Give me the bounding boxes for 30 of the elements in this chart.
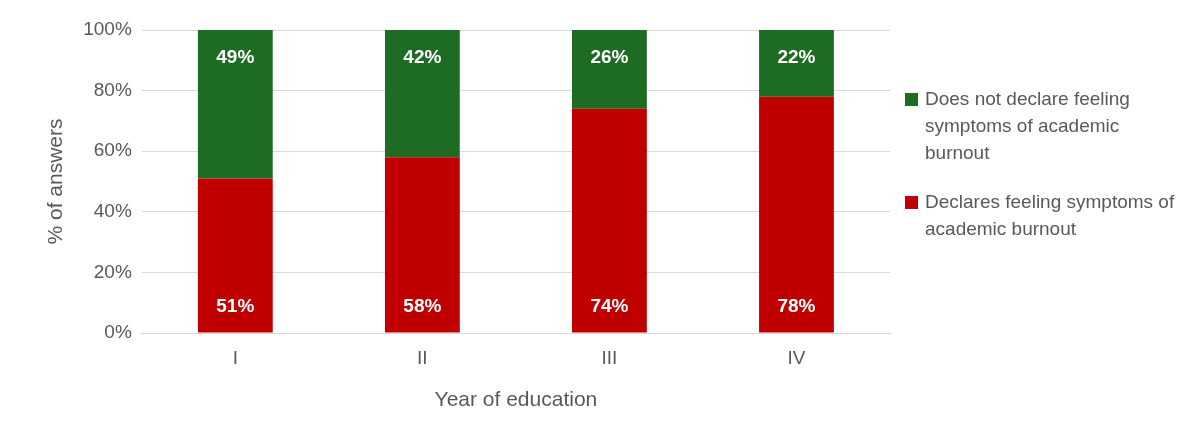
bar: [572, 108, 647, 333]
y-tick-label: 20%: [93, 260, 132, 282]
x-axis-title: Year of education: [434, 387, 598, 411]
text: 74%: [590, 294, 629, 316]
text: 49%: [216, 46, 255, 68]
text: 42%: [403, 46, 442, 68]
bar: [759, 96, 834, 333]
bar: [384, 30, 460, 158]
y-tick-label: 100%: [83, 18, 132, 40]
text: 58%: [403, 294, 442, 316]
bar: [197, 178, 273, 333]
x-tick-label: II: [417, 346, 428, 368]
bar: [572, 30, 647, 109]
y-tick-label: 0%: [104, 321, 132, 343]
y-axis-title: % of answers: [43, 118, 67, 245]
x-tick-label: I: [232, 346, 238, 368]
y-tick-label: 80%: [93, 78, 132, 100]
x-tick-label: III: [601, 346, 618, 368]
bar: [384, 157, 460, 333]
text: 22%: [777, 46, 816, 68]
y-tick-label: 40%: [93, 200, 132, 222]
text: 26%: [590, 46, 629, 68]
y-tick-label: 60%: [93, 139, 132, 161]
x-tick-label: IV: [787, 346, 806, 368]
bar: [197, 30, 273, 179]
legend-label: Does not declare feeling symptoms of academic burnout: [925, 87, 1131, 165]
legend-label: Declares feeling symptoms of academic burnout: [925, 190, 1175, 241]
bar: [759, 30, 834, 97]
text: 78%: [777, 294, 816, 316]
text: 51%: [216, 294, 255, 316]
